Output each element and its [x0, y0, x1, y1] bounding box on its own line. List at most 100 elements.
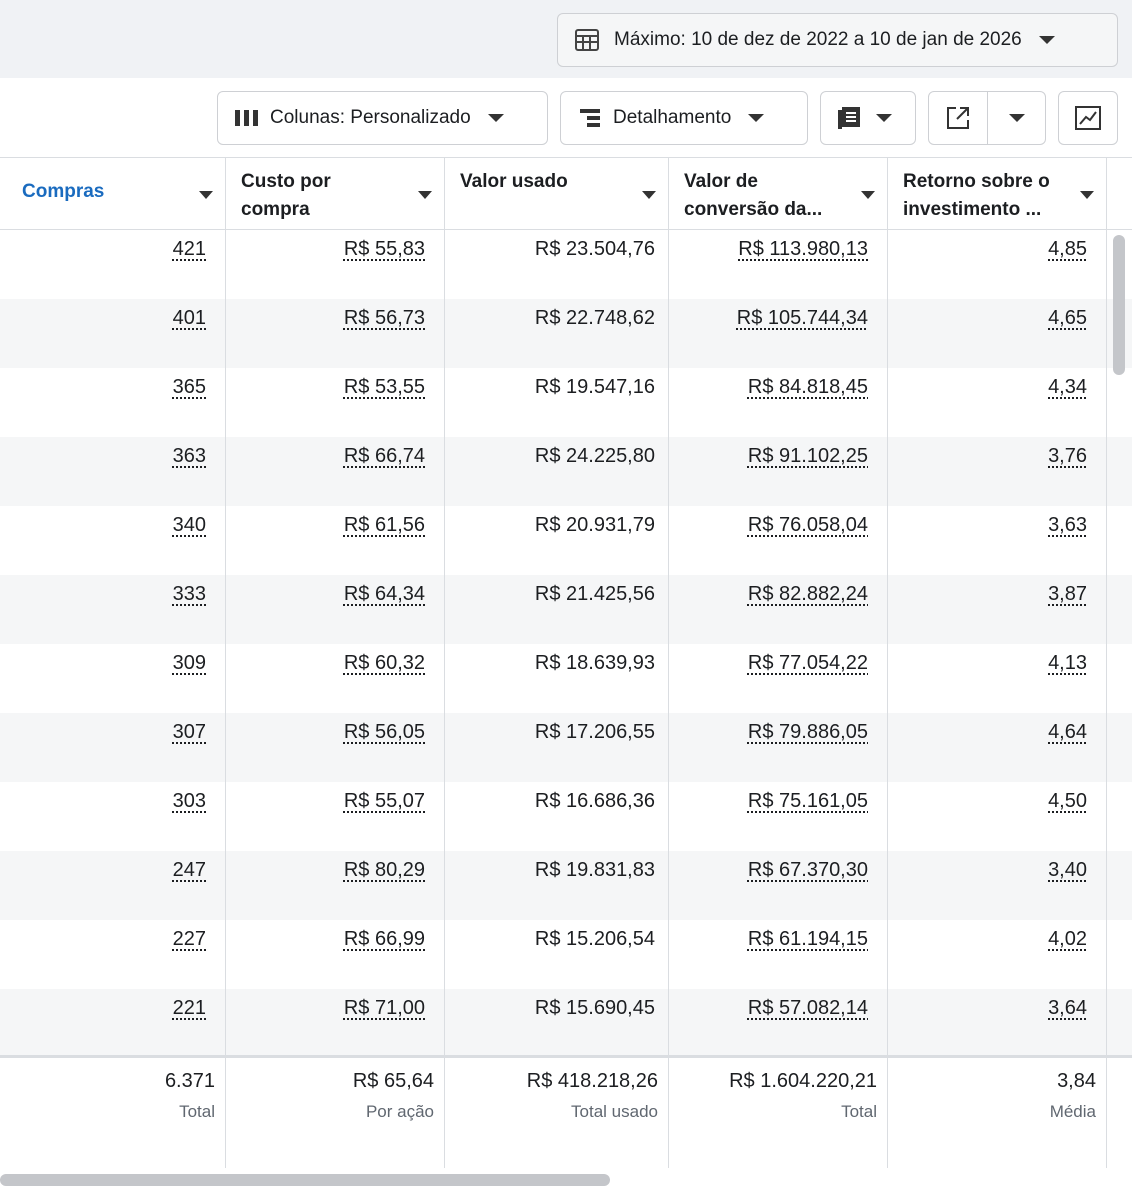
breakdown-button[interactable]: Detalhamento: [560, 91, 808, 145]
table-cell: 3,40: [1048, 859, 1087, 881]
table-cell: R$ 76.058,04: [747, 514, 868, 536]
table-cell: R$ 61.194,15: [747, 928, 868, 950]
table-cell: R$ 67.370,30: [747, 859, 868, 881]
total-label: Total: [179, 1102, 215, 1121]
header-caret[interactable]: [642, 191, 656, 199]
totals-border: [0, 1055, 1132, 1058]
reports-icon: [838, 107, 860, 129]
reports-button[interactable]: [820, 91, 916, 145]
table-cell: 363: [172, 445, 206, 467]
table-cell: R$ 80,29: [343, 859, 425, 881]
table-cell: R$ 91.102,25: [747, 445, 868, 467]
caret: [487, 114, 504, 122]
table-cell: 401: [172, 307, 206, 329]
total-value: 3,84: [1057, 1070, 1096, 1092]
table-cell: 3,63: [1048, 514, 1087, 536]
table-cell: R$ 55,07: [343, 790, 425, 812]
header-caret[interactable]: [1080, 191, 1094, 199]
columns-icon: [235, 110, 258, 126]
table-cell: 303: [172, 790, 206, 812]
table-cell: R$ 84.818,45: [747, 376, 868, 398]
table-cell: R$ 56,05: [343, 721, 425, 743]
export-icon: [947, 107, 969, 129]
total-value: 6.371: [164, 1070, 215, 1092]
header-border: [0, 157, 1132, 158]
table-cell: 4,34: [1048, 376, 1087, 398]
table-cell: R$ 19.831,83: [534, 859, 655, 881]
header-caret[interactable]: [199, 191, 213, 199]
table-cell: R$ 53,55: [343, 376, 425, 398]
header-border: [0, 229, 1132, 230]
table-cell: 421: [172, 238, 206, 260]
date-range-button[interactable]: Máximo: 10 de dez de 2022 a 10 de jan de…: [557, 13, 1118, 67]
caret: [1009, 114, 1025, 122]
column-divider: [1106, 157, 1107, 1168]
table-cell: R$ 16.686,36: [534, 790, 655, 812]
row-stripe: [0, 299, 1132, 368]
table-cell: R$ 21.425,56: [534, 583, 655, 605]
table-cell: 4,13: [1048, 652, 1087, 674]
column-divider: [225, 157, 226, 1168]
table-cell: R$ 66,74: [343, 445, 425, 467]
total-label: Total usado: [571, 1102, 658, 1121]
table-cell: R$ 113.980,13: [738, 238, 868, 260]
header-caret[interactable]: [861, 191, 875, 199]
table-cell: R$ 60,32: [343, 652, 425, 674]
table-cell: 4,85: [1048, 238, 1087, 260]
table-cell: 365: [172, 376, 206, 398]
calendar-icon: [575, 29, 599, 51]
table-cell: R$ 71,00: [343, 997, 425, 1019]
table-cell: R$ 57.082,14: [747, 997, 868, 1019]
total-value: R$ 1.604.220,21: [729, 1070, 877, 1092]
caret: [748, 114, 765, 122]
breakdown-icon: [580, 109, 600, 127]
table-cell: 3,87: [1048, 583, 1087, 605]
table-cell: R$ 61,56: [343, 514, 425, 536]
column-header[interactable]: Compras: [22, 181, 105, 202]
table-cell: 309: [172, 652, 206, 674]
table-cell: 247: [172, 859, 206, 881]
table-cell: R$ 24.225,80: [534, 445, 655, 467]
column-header[interactable]: Valor de conversão da...: [684, 171, 823, 220]
table-cell: R$ 75.161,05: [747, 790, 868, 812]
header-caret[interactable]: [418, 191, 432, 199]
export-button[interactable]: [928, 91, 1046, 145]
row-stripe: [0, 437, 1132, 506]
table-cell: R$ 20.931,79: [534, 514, 655, 536]
table-cell: R$ 105.744,34: [736, 307, 868, 329]
table-cell: R$ 55,83: [343, 238, 425, 260]
table-cell: R$ 66,99: [343, 928, 425, 950]
total-value: R$ 418.218,26: [526, 1070, 658, 1092]
table-cell: 4,02: [1048, 928, 1087, 950]
table-cell: R$ 82.882,24: [747, 583, 868, 605]
vertical-scrollbar[interactable]: [1113, 235, 1125, 375]
column-header[interactable]: Retorno sobre o investimento ...: [903, 171, 1050, 220]
horizontal-scrollbar[interactable]: [0, 1174, 610, 1186]
caret: [1038, 36, 1055, 44]
total-label: Média: [1049, 1102, 1096, 1121]
table-cell: 3,64: [1048, 997, 1087, 1019]
breakdown-label: Detalhamento: [613, 107, 732, 128]
table-cell: R$ 17.206,55: [534, 721, 655, 743]
column-header[interactable]: Valor usado: [460, 171, 568, 192]
total-value: R$ 65,64: [352, 1070, 434, 1092]
table-cell: R$ 22.748,62: [534, 307, 655, 329]
column-divider: [444, 157, 445, 1168]
table-cell: 4,65: [1048, 307, 1087, 329]
chart-button[interactable]: [1058, 91, 1118, 145]
date-range-label: Máximo: 10 de dez de 2022 a 10 de jan de…: [614, 29, 1022, 50]
columns-button[interactable]: Colunas: Personalizado: [217, 91, 548, 145]
table-cell: R$ 64,34: [343, 583, 425, 605]
table-cell: 3,76: [1048, 445, 1087, 467]
column-divider: [668, 157, 669, 1168]
table-cell: 340: [172, 514, 206, 536]
table-cell: 227: [172, 928, 206, 950]
table-cell: R$ 77.054,22: [747, 652, 868, 674]
row-stripe: [0, 713, 1132, 782]
chart-icon: [1075, 106, 1101, 130]
row-stripe: [0, 989, 1132, 1058]
table-cell: R$ 15.690,45: [534, 997, 655, 1019]
column-header[interactable]: Custo por compra: [241, 171, 331, 220]
table-cell: R$ 18.639,93: [534, 652, 655, 674]
